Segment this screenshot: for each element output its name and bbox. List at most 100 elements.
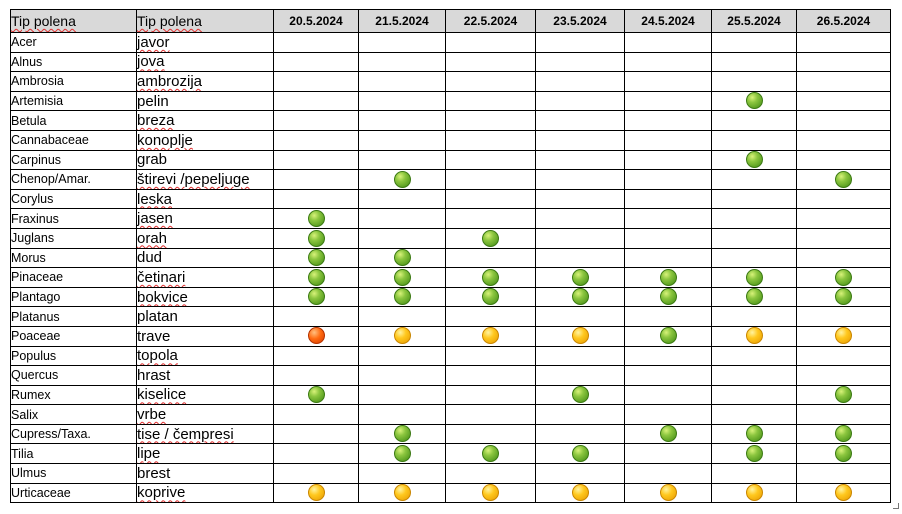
pollen-local-cell: koprive (136, 482, 274, 504)
level-cell (445, 188, 536, 210)
level-cell (535, 71, 625, 92)
level-cell (273, 129, 359, 151)
table-row: Alnus jova (10, 51, 891, 73)
level-cell (358, 32, 446, 53)
level-cell (535, 247, 625, 269)
level-cell (358, 247, 446, 269)
pollen-latin-name: Cupress/Taxa. (10, 423, 137, 445)
level-cell (711, 110, 797, 131)
green-level-dot-icon (571, 288, 589, 306)
level-cell (711, 482, 797, 504)
level-cell (445, 286, 536, 308)
pollen-local-cell: javor (136, 32, 274, 53)
level-cell (273, 90, 359, 112)
pollen-local-cell: vrbe (136, 404, 274, 425)
level-cell (445, 90, 536, 112)
pollen-local-cell: jova (136, 51, 274, 73)
level-cell (624, 482, 712, 504)
level-cell (445, 51, 536, 73)
level-cell (624, 286, 712, 308)
pollen-local-name: vrbe (137, 406, 167, 424)
orange-level-dot-icon (307, 327, 325, 345)
level-cell (445, 149, 536, 171)
level-cell (711, 325, 797, 347)
table-row: Cupress/Taxa. tise / čempresi (10, 423, 891, 445)
level-cell (273, 443, 359, 465)
pollen-latin-name: Fraxinus (10, 208, 137, 229)
level-cell (445, 227, 536, 249)
level-cell (273, 384, 359, 406)
green-level-dot-icon (393, 268, 411, 286)
yellow-level-dot-icon (571, 327, 589, 345)
level-cell (445, 71, 536, 92)
level-cell (273, 169, 359, 190)
green-level-dot-icon (659, 425, 677, 443)
yellow-level-dot-icon (835, 484, 852, 502)
header-date: 20.5.2024 (273, 9, 359, 33)
level-cell (273, 286, 359, 308)
table-row: Cannabaceae konoplje (10, 129, 891, 151)
pollen-latin-name: Alnus (10, 51, 137, 73)
level-cell (358, 208, 446, 229)
header-latin: Tip polena (10, 9, 137, 33)
level-cell (273, 325, 359, 347)
level-cell (445, 463, 536, 484)
level-cell (711, 169, 797, 190)
level-cell (796, 325, 891, 347)
level-cell (796, 306, 891, 327)
yellow-level-dot-icon (482, 484, 499, 502)
level-cell (445, 32, 536, 53)
level-cell (711, 345, 797, 367)
level-cell (624, 51, 712, 73)
green-level-dot-icon (835, 268, 852, 286)
pollen-local-name: pelin (137, 92, 169, 110)
level-cell (624, 423, 712, 445)
level-cell (624, 71, 712, 92)
pollen-local-name: leska (137, 190, 173, 208)
pollen-local-cell: dud (136, 247, 274, 269)
header-local: Tip polena (136, 9, 274, 33)
level-cell (535, 188, 625, 210)
level-cell (624, 345, 712, 367)
level-cell (624, 188, 712, 210)
level-cell (535, 90, 625, 112)
pollen-latin-name: Artemisia (10, 90, 137, 112)
level-cell (445, 423, 536, 445)
level-cell (358, 129, 446, 151)
level-cell (358, 345, 446, 367)
level-cell (796, 423, 891, 445)
pollen-local-name: platan (137, 308, 178, 326)
header-latin-text: Tip polena (11, 13, 76, 29)
header-date: 25.5.2024 (711, 9, 797, 33)
level-cell (273, 365, 359, 386)
level-cell (535, 169, 625, 190)
green-level-dot-icon (745, 92, 763, 110)
pollen-local-name: dud (137, 249, 163, 267)
pollen-local-name: ambrozija (137, 72, 203, 90)
level-cell (796, 482, 891, 504)
green-level-dot-icon (307, 386, 325, 404)
pollen-local-cell: trave (136, 325, 274, 347)
level-cell (711, 51, 797, 73)
pollen-table: Tip polena Tip polena 20.5.2024 21.5.202… (10, 9, 891, 504)
pollen-local-name: tise / čempresi (137, 425, 234, 443)
level-cell (358, 149, 446, 171)
pollen-latin-name: Pinaceae (10, 267, 137, 288)
level-cell (711, 423, 797, 445)
header-date: 22.5.2024 (445, 9, 536, 33)
pollen-local-name: jasen (137, 210, 173, 228)
pollen-latin-name: Tilia (10, 443, 137, 465)
green-level-dot-icon (835, 386, 852, 404)
level-cell (624, 443, 712, 465)
level-cell (273, 345, 359, 367)
level-cell (624, 325, 712, 347)
table-row: Ambrosia ambrozija (10, 71, 891, 92)
level-cell (711, 149, 797, 171)
level-cell (445, 306, 536, 327)
pollen-local-name: jova (137, 53, 165, 71)
green-level-dot-icon (745, 268, 763, 286)
level-cell (358, 188, 446, 210)
header-date: 24.5.2024 (624, 9, 712, 33)
pollen-latin-name: Rumex (10, 384, 137, 406)
pollen-local-name: javor (137, 33, 170, 51)
